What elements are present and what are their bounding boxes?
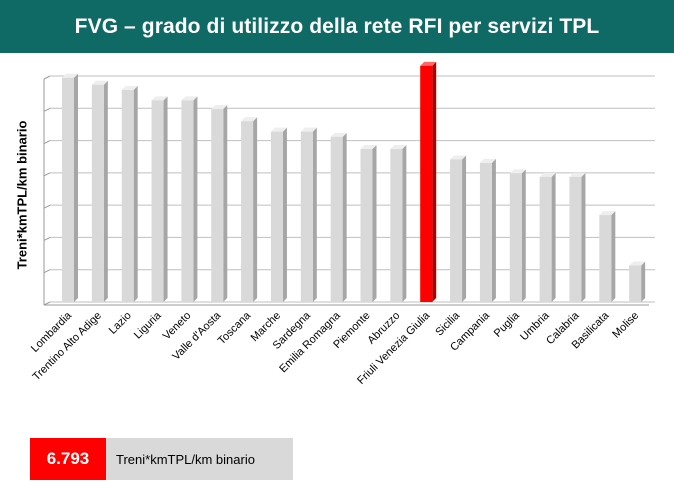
x-tick-label: Lazio — [107, 310, 134, 337]
bar-top — [629, 261, 646, 266]
bar — [360, 149, 373, 302]
bar-top — [509, 169, 526, 174]
bar-top — [270, 127, 287, 132]
gridline-depth — [43, 140, 51, 145]
bar-top — [241, 117, 258, 122]
bar-top — [539, 172, 556, 177]
x-tick-label: Molise — [610, 310, 641, 341]
bar-top — [330, 132, 347, 137]
bar-top — [211, 105, 228, 110]
bar-top — [181, 96, 198, 101]
bar-side — [462, 155, 467, 302]
bar-side — [133, 85, 138, 303]
title-bar: FVG – grado di utilizzo della rete RFI p… — [0, 0, 674, 53]
bar-side — [282, 127, 287, 302]
bar-side — [253, 117, 258, 302]
bar-side — [312, 127, 317, 302]
bar-top — [390, 145, 407, 150]
bar-side — [641, 261, 646, 302]
bar — [151, 100, 164, 302]
bar-top — [360, 145, 377, 150]
bar — [599, 215, 612, 302]
bar — [91, 84, 104, 302]
bar-side — [432, 61, 437, 302]
bar — [629, 265, 642, 302]
bar — [211, 109, 224, 303]
gridline-depth — [43, 75, 51, 80]
bar — [450, 159, 463, 302]
bar — [509, 173, 522, 302]
x-tick-label: Liguria — [132, 309, 164, 341]
bar — [539, 176, 552, 302]
bar — [181, 100, 194, 302]
bar-top — [450, 155, 467, 160]
bar-top — [151, 96, 168, 101]
page-title: FVG – grado di utilizzo della rete RFI p… — [74, 14, 600, 38]
bar — [330, 136, 343, 302]
bar-side — [581, 172, 586, 302]
bar — [300, 131, 313, 302]
bar-top — [420, 61, 437, 66]
bar-side — [193, 96, 198, 302]
bar-side — [342, 132, 347, 302]
bar-side — [163, 96, 168, 302]
bar-top — [121, 85, 138, 90]
bar-top — [91, 80, 108, 85]
bar-top — [479, 158, 496, 163]
bar-side — [103, 80, 108, 302]
gridline-depth — [43, 269, 51, 274]
gridline-depth — [43, 107, 51, 112]
bar-side — [74, 73, 78, 302]
bar-side — [223, 105, 228, 303]
bar — [390, 149, 403, 302]
bar — [121, 89, 134, 303]
bar-top — [599, 211, 616, 216]
gridline-depth — [43, 204, 51, 209]
legend-value: 6.793 — [30, 438, 106, 480]
bar — [270, 131, 283, 302]
bar — [569, 176, 582, 302]
bar-top — [300, 127, 317, 132]
bar — [241, 121, 254, 302]
legend-box: 6.793 Treni*kmTPL/km binario — [30, 438, 293, 480]
bar-side — [372, 145, 377, 302]
bar — [479, 162, 492, 302]
legend-label: Treni*kmTPL/km binario — [106, 438, 293, 480]
bar-top — [62, 73, 78, 78]
bar-side — [611, 211, 616, 302]
gridline-depth — [43, 236, 51, 241]
bar-side — [551, 172, 556, 302]
bar — [62, 77, 74, 302]
bar-side — [521, 169, 526, 302]
x-tick-label: Toscana — [216, 309, 254, 347]
bar-side — [402, 145, 407, 302]
bar-side — [491, 158, 496, 302]
bar-highlight — [420, 65, 433, 302]
bar-top — [569, 172, 586, 177]
gridline-depth — [43, 172, 51, 177]
